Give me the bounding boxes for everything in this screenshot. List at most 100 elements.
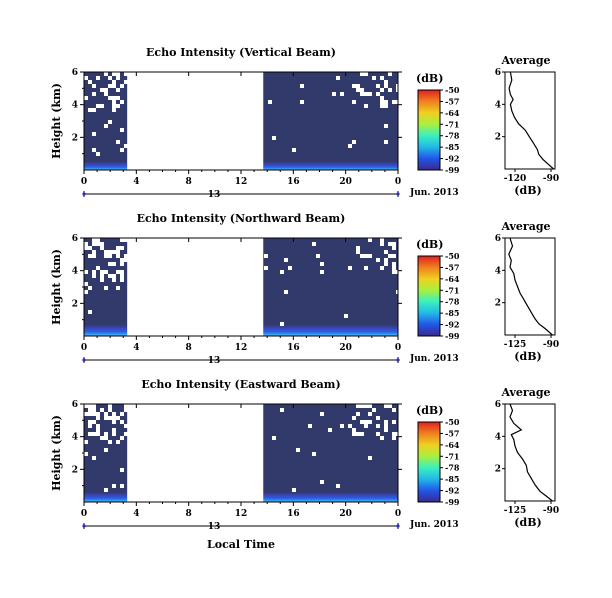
missing-cell [296,448,300,452]
missing-cell [92,420,96,424]
x-tick-label: 20 [339,177,352,187]
missing-cell [352,432,356,436]
date-label: Jun. 2013 [409,188,459,198]
missing-cell [356,250,360,254]
missing-cell [92,238,96,242]
panel-title: Echo Intensity (Eastward Beam) [141,378,340,391]
missing-cell [100,242,104,246]
missing-cell [84,242,88,246]
y-tick-label: 6 [72,400,78,410]
missing-cell [104,488,108,492]
missing-cell [392,100,396,104]
missing-cell [380,96,384,100]
missing-cell [96,242,100,246]
missing-cell [360,404,364,408]
missing-cell [120,412,124,416]
colorbar-tick-label: -57 [445,96,459,106]
missing-cell [92,432,96,436]
missing-cell [384,100,388,104]
missing-cell [96,412,100,416]
panel-2: Echo Intensity (Northward Beam)0 4 8 12 16 20… [50,212,559,366]
missing-cell [112,484,116,488]
colorbar [417,255,441,337]
missing-cell [392,432,396,436]
missing-cell [364,104,368,108]
missing-cell [352,428,356,432]
avg-y-tick-label: 4 [495,100,501,110]
missing-cell [384,250,388,254]
missing-cell [116,72,120,76]
avg-x-label: (dB) [514,184,541,197]
missing-cell [356,432,360,436]
missing-cell [116,250,120,254]
missing-cell [112,428,116,432]
missing-cell [380,76,384,80]
avg-x-tick-label: -120 [504,174,527,184]
missing-cell [104,412,108,416]
missing-cell [92,270,96,274]
missing-cell [284,290,288,294]
missing-cell [376,92,380,96]
missing-cell [96,424,100,428]
x-tick-label: 20 [339,343,352,353]
missing-cell [84,412,88,416]
day-label: 13 [208,356,221,366]
missing-cell [308,424,312,428]
missing-cell [84,246,88,250]
missing-cell [292,488,296,492]
colorbar-tick-label: -78 [445,131,460,141]
x-tick-label: 12 [235,343,248,353]
y-axis-label: Height (km) [50,415,63,491]
missing-cell [108,440,112,444]
colorbar-tick-label: -64 [445,274,460,284]
x-tick-label: 4 [133,509,139,519]
y-tick-label: 4 [72,101,78,111]
missing-cell [120,262,124,266]
missing-cell [112,416,116,420]
missing-cell [112,108,116,112]
missing-cell [100,278,104,282]
missing-cell [104,72,108,76]
missing-cell [380,100,384,104]
missing-cell [88,404,92,408]
missing-cell [384,404,388,408]
avg-y-tick-label: 4 [495,432,501,442]
missing-cell [108,250,112,254]
missing-cell [124,144,128,148]
missing-cell [120,258,124,262]
panel-title: Echo Intensity (Vertical Beam) [146,46,336,59]
missing-cell [272,436,276,440]
missing-cell [352,416,356,420]
colorbar [417,421,441,503]
avg-x-label: (dB) [514,350,541,363]
missing-cell [272,136,276,140]
missing-cell [120,148,124,152]
missing-cell [108,262,112,266]
missing-cell [120,128,124,132]
x-tick-label: 0 [395,177,401,187]
missing-cell [392,262,396,266]
missing-cell [104,250,108,254]
day-bracket-dot [396,358,400,362]
missing-cell [368,412,372,416]
day-label: 13 [208,522,221,532]
missing-cell [84,290,88,294]
missing-cell [376,416,380,420]
missing-cell [100,270,104,274]
missing-cell [380,266,384,270]
x-tick-label: 12 [235,509,248,519]
missing-cell [360,88,364,92]
panel-3: Echo Intensity (Eastward Beam) 0 4 8 12 16 20 0… [50,378,559,532]
missing-cell [368,254,372,258]
missing-cell [340,424,344,428]
missing-cell [280,270,284,274]
missing-cell [280,322,284,326]
missing-cell [112,84,116,88]
missing-cell [312,242,316,246]
missing-cell [124,238,128,242]
missing-cell [368,456,372,460]
x-tick-label: 12 [235,177,248,187]
colorbar-tick-label: -92 [445,486,459,496]
missing-cell [84,404,88,408]
